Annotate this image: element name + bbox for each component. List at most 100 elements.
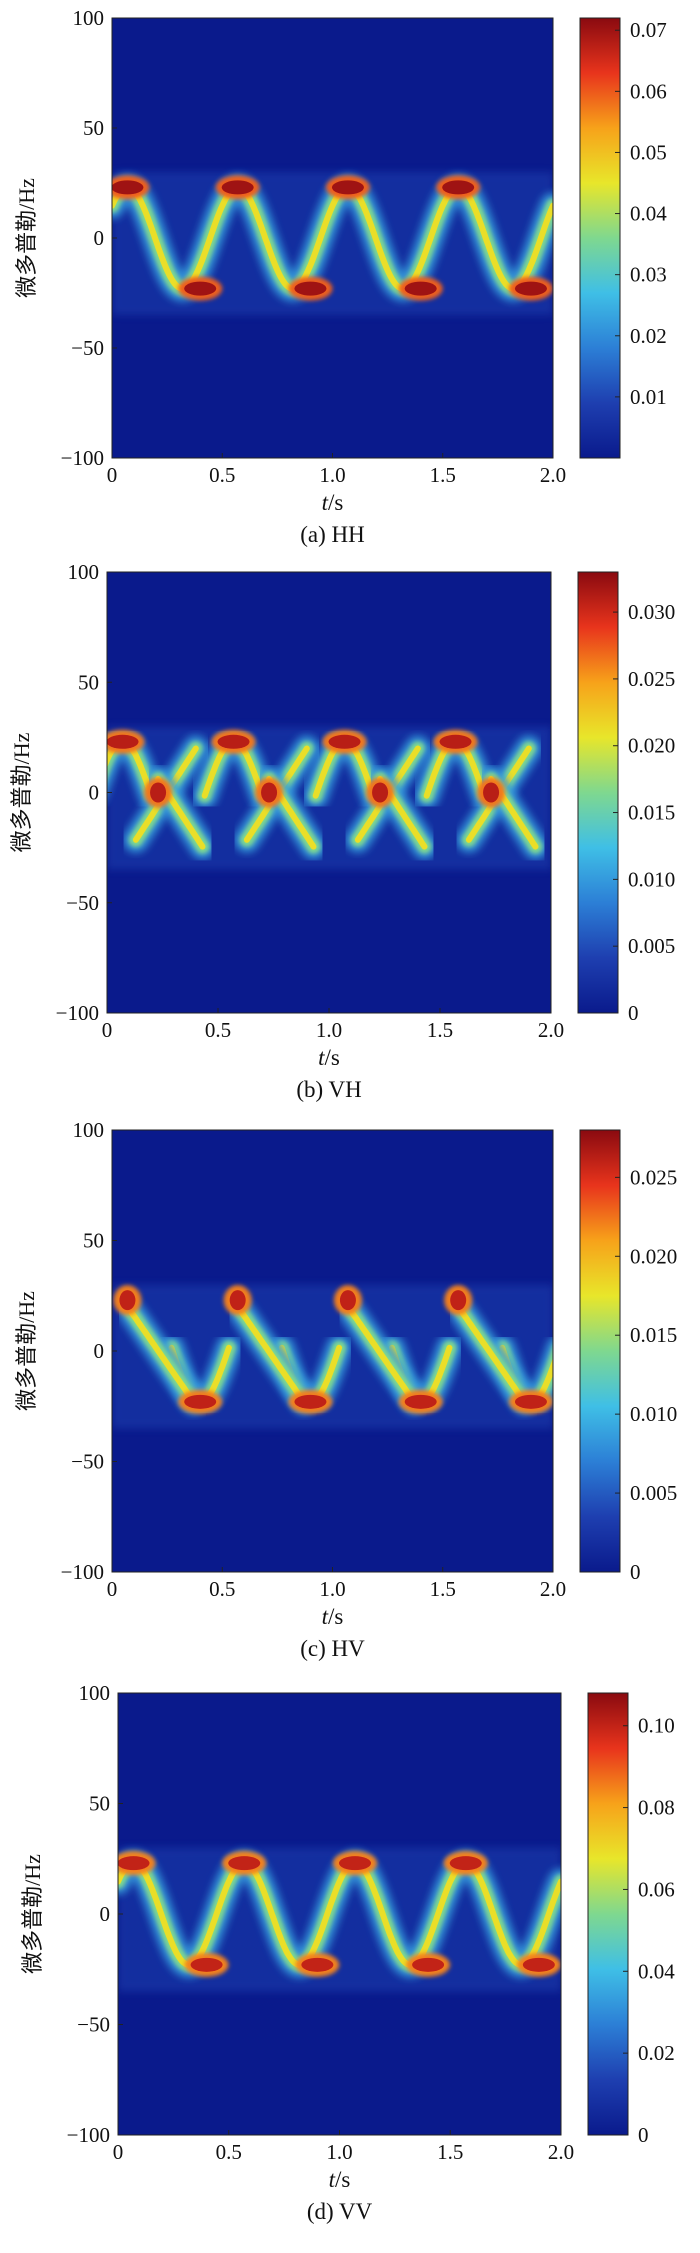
peak-core — [261, 782, 278, 803]
x-tick-label: 0.5 — [209, 1577, 235, 1601]
colorbar-tick-label: 0.01 — [630, 385, 667, 409]
panel-caption: (b) VH — [296, 1077, 361, 1102]
peak-core — [331, 180, 364, 195]
peak-core — [514, 281, 547, 296]
y-tick-label: 0 — [94, 1339, 105, 1363]
y-axis-label: 微多普勒/Hz — [9, 732, 34, 852]
x-tick-label: 1.5 — [430, 1577, 456, 1601]
panel-caption: (c) HV — [300, 1636, 365, 1661]
y-tick-label: 0 — [89, 781, 100, 805]
y-tick-label: 100 — [79, 1681, 111, 1705]
colorbar — [579, 1129, 621, 1573]
x-tick-label: 0 — [107, 463, 118, 487]
peak-core — [184, 1394, 217, 1409]
colorbar-tick-label: 0.03 — [630, 263, 667, 287]
peak-core — [450, 1290, 467, 1311]
peak-core — [404, 281, 437, 296]
x-axis-label: t/s — [329, 2167, 351, 2192]
panel-caption: (d) VV — [307, 2199, 373, 2224]
y-axis-label: 微多普勒/Hz — [14, 1291, 39, 1411]
colorbar-tick-label: 0.015 — [630, 1323, 677, 1347]
peak-core — [217, 734, 250, 749]
peak-core — [184, 281, 217, 296]
y-tick-label: 100 — [73, 6, 105, 30]
x-tick-label: 0 — [102, 1018, 113, 1042]
colorbar-tick-label: 0.025 — [628, 667, 675, 691]
peak-core — [412, 1957, 445, 1972]
colorbar-tick-label: 0.02 — [630, 324, 667, 348]
peak-core — [483, 782, 500, 803]
peak-core — [404, 1394, 437, 1409]
y-tick-label: 0 — [100, 1902, 111, 1926]
heatmap-field — [118, 1847, 561, 1992]
y-tick-label: 50 — [89, 1792, 110, 1816]
peak-core — [112, 180, 144, 195]
x-axis-label: t/s — [322, 1604, 344, 1629]
colorbar-tick-label: 0.05 — [630, 140, 667, 164]
colorbar-tick-label: 0.10 — [638, 1714, 675, 1738]
upper-lobe-4-core — [459, 1309, 528, 1405]
colorbar-tick-label: 0.030 — [628, 600, 675, 624]
colorbar-tick-label: 0.010 — [628, 867, 675, 891]
y-axis-label: 微多普勒/Hz — [14, 178, 39, 298]
x-tick-label: 0.5 — [209, 463, 235, 487]
x-tick-label: 0 — [113, 2140, 124, 2164]
x-axis-label: t/s — [318, 1045, 340, 1070]
colorbar-tick-label: 0.005 — [628, 934, 675, 958]
colorbar-tick-label: 0.005 — [630, 1481, 677, 1505]
heatmap-field — [107, 726, 551, 870]
peak-core — [339, 1856, 372, 1871]
x-tick-label: 0.5 — [205, 1018, 231, 1042]
heatmap-field — [112, 1284, 553, 1429]
colorbar-tick-label: 0 — [630, 1560, 641, 1584]
colorbar-tick-label: 0.04 — [638, 1959, 675, 1983]
x-tick-label: 1.0 — [326, 2140, 352, 2164]
peak-core — [442, 180, 475, 195]
colorbar — [577, 571, 619, 1014]
colorbar-tick-label: 0.010 — [630, 1402, 677, 1426]
y-tick-label: 100 — [73, 1118, 105, 1142]
colorbar-tick-label: 0.08 — [638, 1796, 675, 1820]
peak-core — [294, 281, 327, 296]
peak-core — [449, 1856, 482, 1871]
y-tick-label: −50 — [71, 336, 104, 360]
peak-core — [522, 1957, 555, 1972]
colorbar-tick-label: 0.04 — [630, 202, 667, 226]
peak-core — [150, 782, 167, 803]
colorbar — [587, 1692, 629, 2136]
colorbar-tick-label: 0.02 — [638, 2041, 675, 2065]
y-tick-label: 50 — [83, 1229, 104, 1253]
x-tick-label: 2.0 — [540, 1577, 566, 1601]
colorbar-tick-label: 0.06 — [638, 1877, 675, 1901]
x-tick-label: 1.5 — [430, 463, 456, 487]
colorbar-tick-label: 0 — [628, 1001, 639, 1025]
y-tick-label: −100 — [61, 1560, 104, 1584]
x-axis-label: t/s — [322, 490, 344, 515]
y-tick-label: 50 — [78, 670, 99, 694]
y-axis-label: 微多普勒/Hz — [20, 1854, 45, 1974]
x-tick-label: 0 — [107, 1577, 118, 1601]
upper-lobe-3-core — [349, 1309, 418, 1405]
peak-core — [301, 1957, 334, 1972]
panel-caption: (a) HH — [300, 522, 365, 547]
peak-core — [119, 1290, 136, 1311]
x-tick-label: 1.5 — [427, 1018, 453, 1042]
peak-core — [294, 1394, 327, 1409]
upper-lobe-1-core — [128, 1309, 197, 1405]
x-tick-label: 2.0 — [548, 2140, 574, 2164]
peak-core — [228, 1856, 261, 1871]
peak-core — [190, 1957, 223, 1972]
colorbar — [579, 17, 621, 459]
x-tick-label: 0.5 — [216, 2140, 242, 2164]
peak-core — [229, 1290, 246, 1311]
x-tick-label: 2.0 — [538, 1018, 564, 1042]
colorbar-tick-label: 0 — [638, 2123, 649, 2147]
y-tick-label: −100 — [61, 446, 104, 470]
x-tick-label: 1.0 — [316, 1018, 342, 1042]
peak-core — [439, 734, 472, 749]
x-tick-label: 1.0 — [319, 1577, 345, 1601]
x-tick-label: 2.0 — [540, 463, 566, 487]
